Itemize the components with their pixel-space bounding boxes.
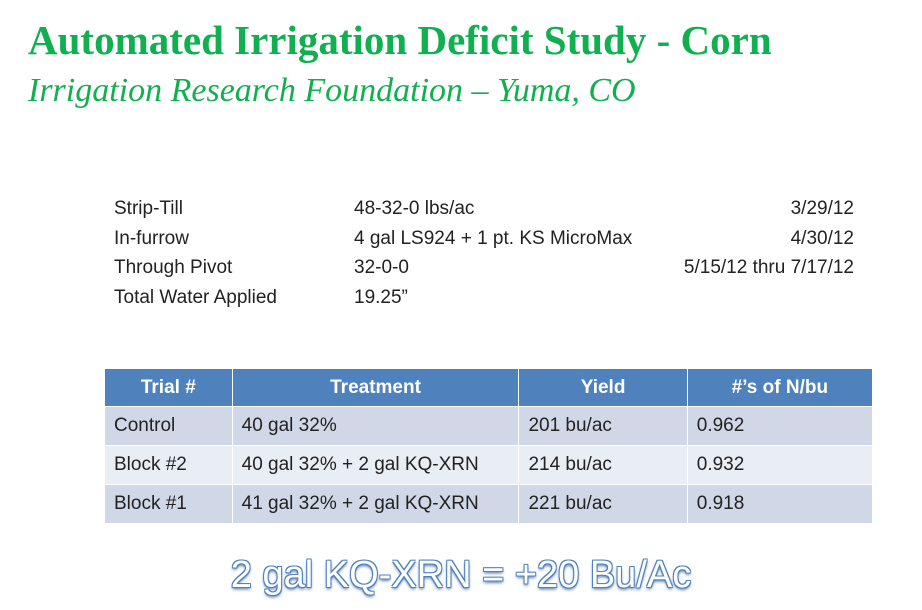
cell-n-per-bu: 0.932 bbox=[687, 445, 872, 485]
detail-row-in-furrow: In-furrow 4 gal LS924 + 1 pt. KS MicroMa… bbox=[114, 224, 854, 254]
cell-treatment: 40 gal 32% + 2 gal KQ-XRN bbox=[232, 445, 520, 485]
detail-value: 19.25” bbox=[354, 286, 408, 308]
column-header-trial: Trial # bbox=[105, 369, 233, 407]
detail-date: 4/30/12 bbox=[790, 227, 854, 249]
cell-trial: Block #1 bbox=[105, 484, 233, 523]
detail-value: 32-0-0 bbox=[354, 257, 409, 278]
cell-treatment: 40 gal 32% bbox=[232, 406, 520, 446]
table-header-row: Trial # Treatment Yield #’s of N/bu bbox=[105, 369, 872, 407]
cell-yield: 221 bu/ac bbox=[518, 484, 688, 523]
cell-n-per-bu: 0.918 bbox=[687, 484, 872, 523]
column-header-yield: Yield bbox=[518, 369, 688, 407]
detail-date: 5/15/12 thru 7/17/12 bbox=[683, 257, 854, 278]
detail-label: Through Pivot bbox=[114, 257, 233, 278]
detail-label: Strip-Till bbox=[114, 198, 183, 219]
table-row: Control 40 gal 32% 201 bu/ac 0.962 bbox=[105, 406, 872, 446]
summary-callout: 2 gal KQ-XRN = +20 Bu/Ac bbox=[230, 554, 692, 596]
cell-trial: Control bbox=[105, 406, 233, 446]
column-header-n-per-bu: #’s of N/bu bbox=[687, 369, 872, 407]
detail-label: In-furrow bbox=[114, 227, 189, 249]
detail-value: 48-32-0 lbs/ac bbox=[354, 198, 475, 219]
application-details: Strip-Till 48-32-0 lbs/ac 3/29/12 In-fur… bbox=[114, 194, 854, 312]
detail-date: 3/29/12 bbox=[790, 198, 854, 219]
table-row: Block #1 41 gal 32% + 2 gal KQ-XRN 221 b… bbox=[105, 484, 872, 523]
cell-n-per-bu: 0.962 bbox=[687, 406, 872, 446]
cell-trial: Block #2 bbox=[105, 445, 233, 485]
table-row: Block #2 40 gal 32% + 2 gal KQ-XRN 214 b… bbox=[105, 445, 872, 485]
cell-yield: 214 bu/ac bbox=[518, 445, 688, 485]
detail-row-through-pivot: Through Pivot 32-0-0 5/15/12 thru 7/17/1… bbox=[114, 253, 854, 283]
detail-row-total-water: Total Water Applied 19.25” bbox=[114, 283, 854, 313]
detail-label: Total Water Applied bbox=[114, 286, 277, 308]
results-table: Trial # Treatment Yield #’s of N/bu Cont… bbox=[105, 369, 872, 523]
cell-yield: 201 bu/ac bbox=[518, 406, 688, 446]
detail-row-strip-till: Strip-Till 48-32-0 lbs/ac 3/29/12 bbox=[114, 194, 854, 224]
slide-title: Automated Irrigation Deficit Study - Cor… bbox=[28, 17, 772, 63]
detail-value: 4 gal LS924 + 1 pt. KS MicroMax bbox=[354, 227, 633, 249]
cell-treatment: 41 gal 32% + 2 gal KQ-XRN bbox=[232, 484, 520, 523]
slide-subtitle: Irrigation Research Foundation – Yuma, C… bbox=[28, 72, 636, 109]
column-header-treatment: Treatment bbox=[232, 369, 520, 407]
